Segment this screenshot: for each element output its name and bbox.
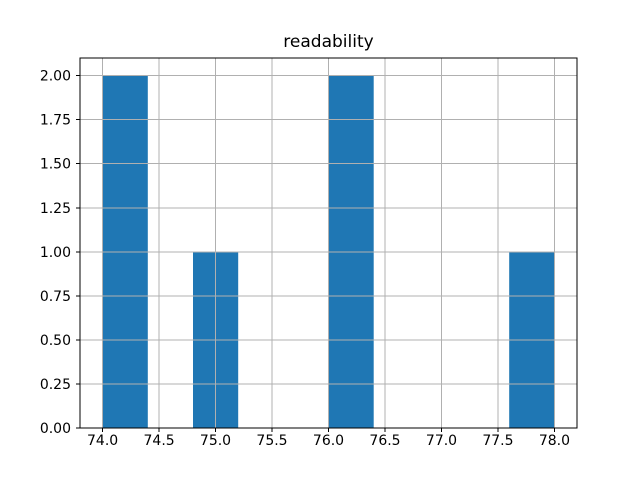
x-tick-label: 78.0 [539, 433, 570, 449]
y-tick-label: 0.00 [40, 421, 71, 437]
x-tick-label: 74.0 [87, 433, 118, 449]
y-tick-label: 1.75 [40, 113, 71, 129]
y-tick-label: 0.50 [40, 333, 71, 349]
y-tick-label: 1.50 [40, 157, 71, 173]
y-tick-label: 0.25 [40, 377, 71, 393]
x-tick-label: 76.0 [313, 433, 344, 449]
x-tick-label: 76.5 [369, 433, 400, 449]
x-tick-label: 74.5 [144, 433, 175, 449]
x-tick-label: 77.0 [426, 433, 457, 449]
x-tick-label: 75.5 [256, 433, 287, 449]
y-tick-label: 1.25 [40, 201, 71, 217]
x-tick-label: 75.0 [200, 433, 231, 449]
x-tick-label: 77.5 [482, 433, 513, 449]
y-tick-label: 1.00 [40, 245, 71, 261]
y-tick-label: 2.00 [40, 69, 71, 85]
y-tick-label: 0.75 [40, 289, 71, 305]
chart-title: readability [283, 32, 374, 52]
